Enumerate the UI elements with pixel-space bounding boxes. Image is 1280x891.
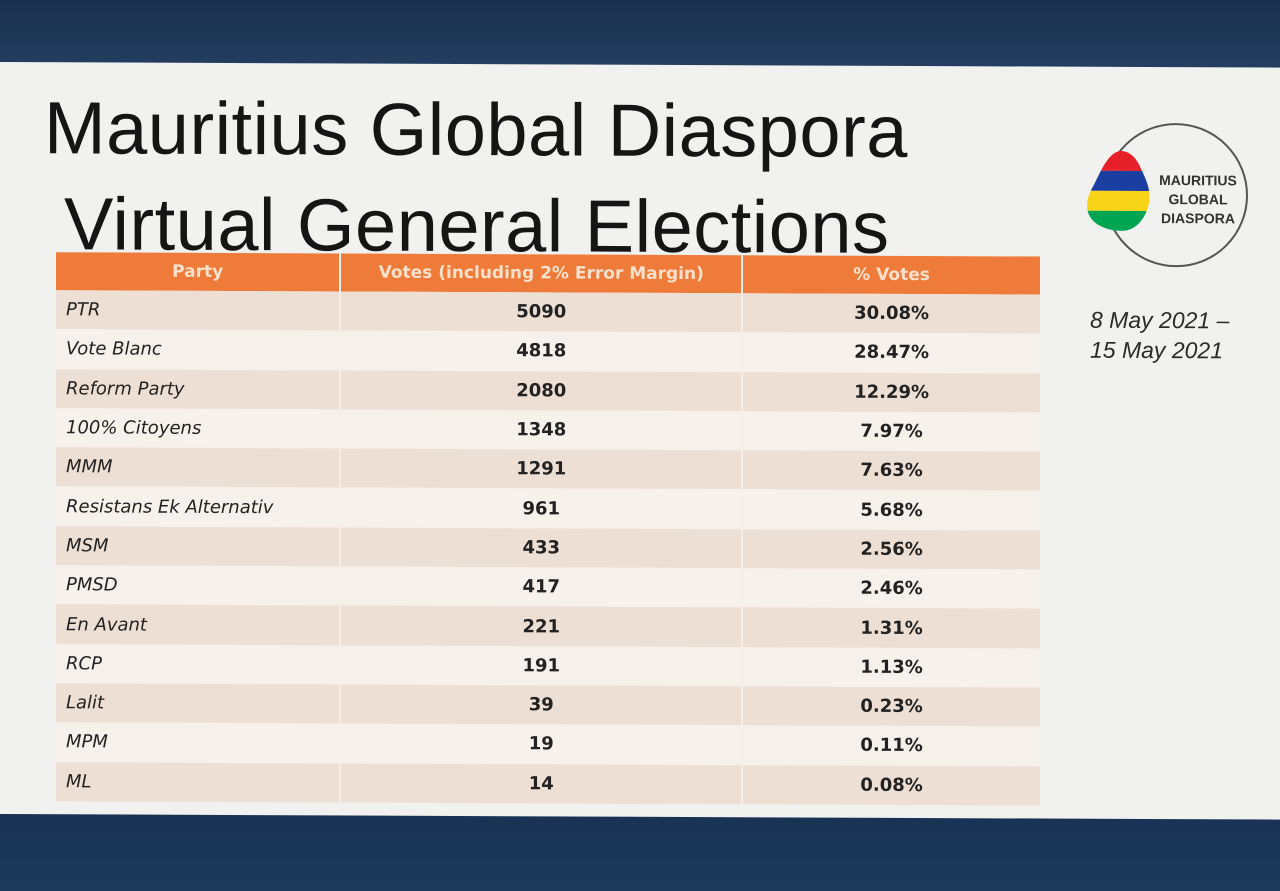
party-cell: En Avant [56, 604, 341, 646]
slide-title: Mauritius Global Diaspora Virtual Genera… [44, 80, 1044, 276]
percent-cell: 0.08% [742, 764, 1040, 806]
votes-cell: 433 [340, 527, 743, 569]
party-cell: MMM [56, 447, 341, 488]
percent-cell: 2.46% [742, 568, 1040, 609]
party-cell: MSM [56, 526, 341, 567]
header-percent: % Votes [742, 255, 1040, 295]
table-row: En Avant 221 1.31% [56, 604, 1040, 649]
votes-cell: 1348 [340, 409, 743, 451]
table-row: ML 14 0.08% [56, 761, 1040, 806]
percent-cell: 2.56% [742, 529, 1040, 570]
votes-cell: 5090 [340, 291, 743, 333]
party-cell: MPM [56, 722, 341, 764]
table-row: Lalit 39 0.23% [56, 683, 1040, 727]
table-row: Reform Party 2080 12.29% [56, 368, 1040, 413]
slide: Mauritius Global Diaspora Virtual Genera… [0, 62, 1280, 820]
logo-text-line-3: DIASPORA [1161, 210, 1235, 227]
table-row: RCP 191 1.13% [56, 643, 1040, 688]
percent-cell: 0.23% [742, 686, 1040, 727]
percent-cell: 7.97% [742, 411, 1040, 452]
table-row: MMM 1291 7.63% [56, 447, 1040, 492]
party-cell: ML [56, 761, 341, 803]
votes-cell: 961 [340, 487, 743, 530]
table-row: MSM 433 2.56% [56, 526, 1040, 570]
party-cell: Lalit [56, 683, 341, 724]
logo-text-line-1: MAURITIUS [1159, 172, 1237, 189]
date-start: 8 May 2021 – [1090, 306, 1230, 334]
table-row: PMSD 417 2.46% [56, 565, 1040, 609]
table-row: 100% Citoyens 1348 7.97% [56, 408, 1040, 452]
flag-stripe-blue [1087, 170, 1150, 192]
flag-stripe-red [1087, 150, 1150, 172]
table-header-row: Party Votes (including 2% Error Margin) … [56, 252, 1040, 295]
election-dates: 8 May 2021 – 15 May 2021 [1090, 305, 1250, 366]
votes-cell: 4818 [340, 330, 743, 372]
party-cell: RCP [56, 643, 341, 685]
logo-text: MAURITIUS GLOBAL DIASPORA [1152, 171, 1244, 228]
results-table: Party Votes (including 2% Error Margin) … [56, 252, 1040, 806]
percent-cell: 5.68% [742, 489, 1040, 531]
percent-cell: 30.08% [742, 293, 1040, 334]
title-line-1: Mauritius Global Diaspora [44, 86, 908, 173]
mauritius-flag-map-icon [1087, 150, 1150, 232]
percent-cell: 28.47% [742, 332, 1040, 374]
votes-cell: 19 [340, 723, 743, 765]
votes-cell: 417 [340, 566, 743, 608]
header-votes: Votes (including 2% Error Margin) [340, 253, 743, 294]
table-row: MPM 19 0.11% [56, 722, 1040, 767]
percent-cell: 7.63% [742, 450, 1040, 492]
votes-cell: 1291 [340, 448, 743, 490]
header-party: Party [56, 252, 341, 292]
flag-stripe-yellow [1087, 190, 1150, 212]
party-cell: Resistans Ek Alternativ [56, 486, 341, 528]
table-row: PTR 5090 30.08% [56, 290, 1040, 334]
table-row: Vote Blanc 4818 28.47% [56, 329, 1040, 374]
percent-cell: 1.31% [742, 607, 1040, 649]
party-cell: Reform Party [56, 368, 341, 410]
screen-bezel-bottom [0, 808, 1280, 891]
percent-cell: 12.29% [742, 371, 1040, 413]
logo-text-line-2: GLOBAL [1168, 191, 1228, 208]
diaspora-logo: MAURITIUS GLOBAL DIASPORA [1082, 122, 1248, 272]
flag-stripe-green [1087, 210, 1150, 232]
votes-cell: 14 [340, 763, 743, 805]
votes-cell: 2080 [340, 370, 743, 412]
votes-cell: 221 [340, 605, 743, 647]
percent-cell: 0.11% [742, 725, 1040, 767]
party-cell: PMSD [56, 565, 341, 606]
date-end: 15 May 2021 [1090, 336, 1223, 364]
votes-cell: 39 [340, 684, 743, 726]
table-row: Resistans Ek Alternativ 961 5.68% [56, 486, 1040, 531]
party-cell: PTR [56, 290, 341, 331]
party-cell: Vote Blanc [56, 329, 341, 371]
percent-cell: 1.13% [742, 646, 1040, 688]
screen-bezel-top [0, 0, 1280, 70]
party-cell: 100% Citoyens [56, 408, 341, 449]
votes-cell: 191 [340, 645, 743, 687]
